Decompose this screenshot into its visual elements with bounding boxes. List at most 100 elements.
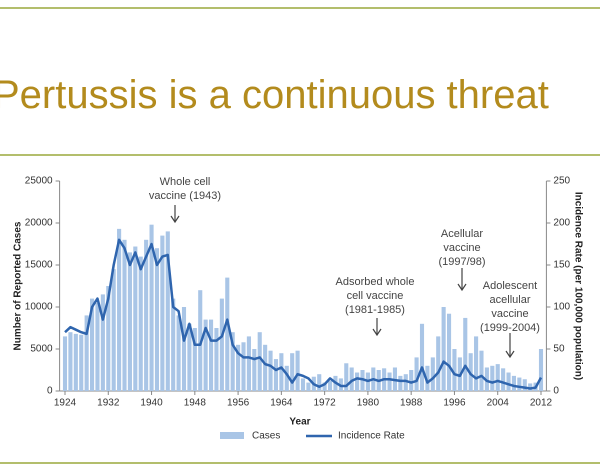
bar — [409, 370, 414, 391]
bar — [106, 286, 111, 391]
bar — [203, 319, 208, 391]
annotation-arrowhead — [505, 350, 515, 359]
annotation-text: vaccine (1943) — [149, 190, 221, 202]
bar — [84, 315, 89, 391]
bar — [154, 248, 160, 391]
annotation-text: Adsorbed whole — [336, 276, 415, 288]
annotation-text: Adolescent — [483, 280, 537, 292]
bar — [225, 277, 230, 391]
x-tick-label: 2012 — [530, 398, 553, 409]
annotation-arrowhead — [372, 328, 382, 337]
y-tick-label: 25000 — [25, 176, 53, 187]
bar — [241, 342, 246, 391]
bar — [322, 382, 327, 391]
y-tick-label: 5000 — [30, 344, 53, 355]
bar — [89, 298, 95, 391]
bar — [160, 235, 165, 391]
legend-label: Cases — [252, 431, 280, 442]
bar — [192, 328, 197, 391]
y2-tick-label: 0 — [553, 386, 559, 397]
x-tick-label: 1980 — [357, 398, 380, 409]
bar — [214, 328, 219, 391]
annotation-text: Whole cell — [160, 176, 211, 188]
x-tick-label: 1940 — [140, 398, 163, 409]
x-tick-label: 1956 — [227, 398, 250, 409]
bar — [446, 313, 452, 391]
bar — [441, 307, 446, 391]
bar — [236, 344, 241, 391]
y-tick-label: 10000 — [25, 302, 53, 313]
bar — [149, 224, 154, 391]
bar — [79, 334, 84, 391]
annotation-arrowhead — [170, 215, 180, 224]
bar — [181, 307, 187, 391]
y2-tick-label: 250 — [553, 176, 570, 187]
bar — [419, 323, 425, 391]
bar — [538, 349, 544, 391]
slide-title: Pertussis is a continuous threat — [0, 73, 549, 117]
y-tick-label: 0 — [47, 386, 53, 397]
annotation-text: cell vaccine — [347, 290, 404, 302]
bar — [300, 378, 306, 391]
bar — [522, 379, 527, 391]
bar — [144, 239, 149, 391]
bar — [403, 374, 408, 391]
bar — [138, 256, 143, 391]
annotation-text: (1999-2004) — [480, 322, 540, 334]
y-tick-label: 15000 — [25, 260, 53, 271]
bar — [257, 332, 262, 391]
bar — [511, 375, 517, 391]
bar — [290, 353, 295, 391]
annotation-text: (1997/98) — [438, 256, 485, 268]
bar — [100, 294, 105, 391]
y2-tick-label: 150 — [553, 260, 570, 271]
bar — [122, 239, 127, 391]
bar — [479, 350, 484, 391]
annotation-text: (1981-1985) — [345, 304, 405, 316]
bar — [111, 269, 116, 391]
bar — [387, 372, 392, 391]
y-tick-label: 20000 — [25, 218, 53, 229]
bar — [436, 336, 441, 391]
bar — [117, 228, 122, 391]
bar — [246, 336, 251, 391]
bar — [463, 317, 468, 391]
y2-tick-label: 200 — [553, 218, 570, 229]
y2-axis-title: Incidence Rate (per 100,000 population) — [572, 192, 583, 380]
bar — [349, 367, 354, 391]
bar — [430, 357, 435, 391]
bar — [306, 382, 311, 391]
bar — [187, 323, 192, 391]
x-tick-label: 2004 — [487, 398, 510, 409]
bar — [263, 344, 268, 391]
bar — [73, 333, 78, 391]
annotation-text: vaccine — [491, 308, 528, 320]
bar — [327, 380, 333, 391]
annotation-arrowhead — [457, 283, 467, 292]
x-tick-label: 1948 — [184, 398, 207, 409]
bar — [295, 350, 300, 391]
bar — [171, 298, 176, 391]
bar — [127, 252, 132, 391]
y-axis-title: Number of Reported Cases — [13, 221, 24, 350]
bar — [279, 353, 284, 391]
bar — [414, 357, 419, 391]
x-tick-label: 1988 — [400, 398, 423, 409]
bar — [208, 319, 214, 391]
x-tick-label: 1996 — [443, 398, 466, 409]
bar — [133, 246, 138, 391]
x-tick-label: 1964 — [270, 398, 293, 409]
bar — [198, 290, 203, 391]
bar — [219, 298, 224, 391]
bar — [176, 315, 181, 391]
annotation-text: acellular — [490, 294, 531, 306]
legend-label: Incidence Rate — [338, 431, 405, 442]
annotation-text: Acellular — [441, 228, 484, 240]
y2-tick-label: 100 — [553, 302, 570, 313]
bar — [273, 359, 279, 391]
x-tick-label: 1924 — [54, 398, 77, 409]
x-tick-label: 1932 — [97, 398, 120, 409]
bar — [506, 372, 511, 391]
y2-tick-label: 50 — [553, 344, 565, 355]
